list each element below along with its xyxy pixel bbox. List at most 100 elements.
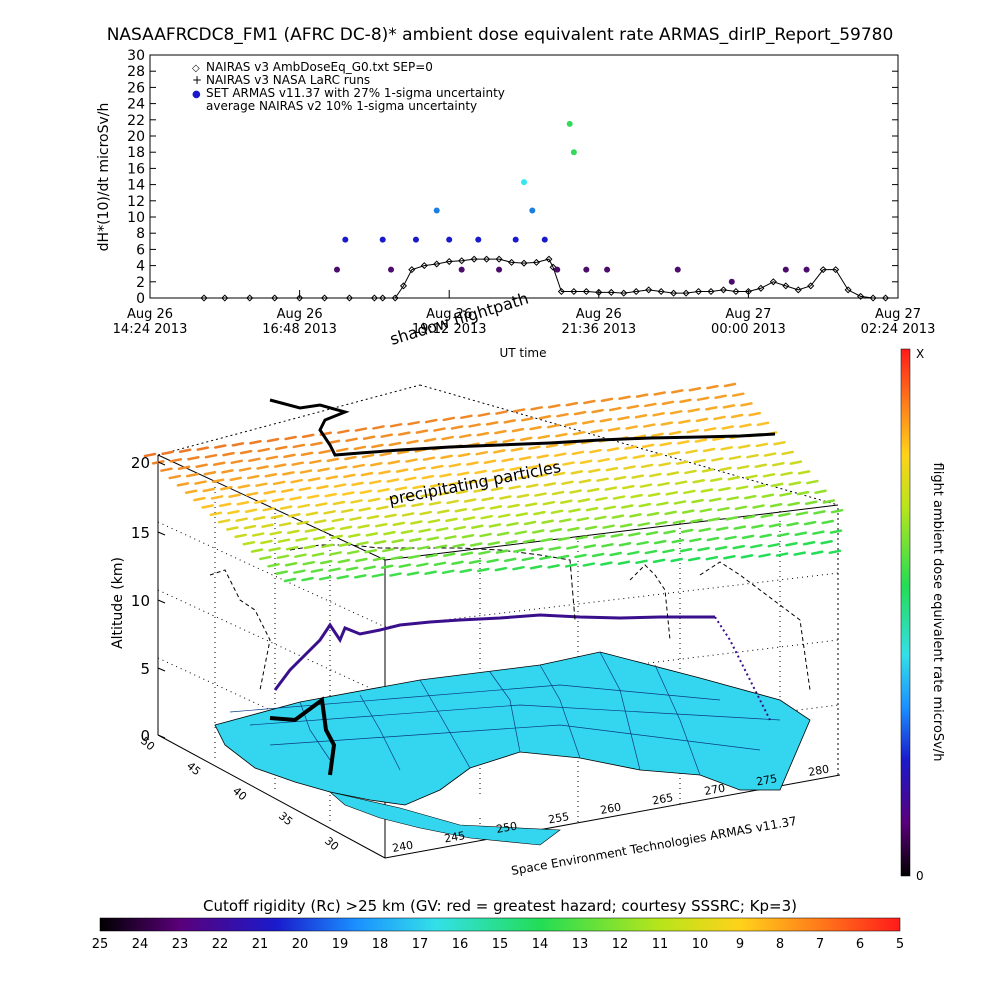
particle-mark	[377, 487, 390, 493]
particle-mark	[238, 467, 252, 472]
particle-mark	[332, 500, 346, 506]
latitude-tick-label: 30	[322, 834, 341, 853]
particle-mark	[244, 508, 258, 513]
legend-entry-2: NAIRAS v3 NASA LaRC runs	[206, 73, 370, 87]
cutoff-rigidity-label: Cutoff rigidity (Rc) >25 km (GV: red = g…	[203, 897, 797, 915]
particle-mark	[340, 508, 354, 514]
particle-mark	[186, 472, 199, 478]
particle-mark	[529, 565, 543, 570]
particle-mark	[644, 549, 658, 555]
particle-mark	[701, 468, 715, 473]
y-tick-label: 30	[127, 48, 145, 64]
particle-mark	[586, 487, 600, 493]
particle-mark	[477, 412, 491, 417]
particle-mark	[273, 463, 287, 468]
nairas-v3-point	[670, 289, 678, 297]
particle-mark	[287, 529, 300, 535]
particle-mark	[530, 547, 544, 552]
particle-mark	[600, 561, 613, 566]
nairas-v3-point	[379, 294, 387, 302]
particle-mark	[283, 577, 297, 583]
particle-mark	[512, 565, 525, 571]
particle-mark	[653, 391, 666, 396]
particle-mark	[399, 546, 413, 552]
particle-mark	[651, 432, 664, 438]
particle-mark	[671, 389, 684, 394]
particle-mark	[372, 425, 385, 430]
particle-mark	[540, 537, 553, 543]
nairas-v3-point	[399, 282, 408, 290]
particle-mark	[510, 447, 524, 452]
particle-mark	[417, 545, 430, 551]
chart-title: NASAAFRCDC8_FM1 (AFRC DC-8)* ambient dos…	[107, 25, 894, 45]
particle-mark	[763, 452, 777, 457]
particle-mark	[489, 505, 503, 510]
nairas-v3-point	[844, 286, 852, 294]
particle-mark	[168, 474, 181, 480]
particle-mark	[217, 518, 231, 524]
particle-mark	[471, 524, 484, 530]
nairas-v3-point	[645, 286, 653, 294]
particle-mark	[479, 532, 492, 538]
particle-mark	[320, 559, 333, 565]
rigidity-tick-label: 21	[252, 937, 269, 952]
particle-mark	[786, 522, 799, 527]
annotation-precipitating-particles: precipitating particles	[387, 457, 562, 509]
particle-mark	[718, 486, 731, 492]
particle-mark	[210, 495, 224, 500]
particle-mark	[407, 420, 420, 426]
particle-mark	[263, 490, 276, 495]
particle-mark	[248, 457, 261, 463]
particle-mark	[316, 485, 329, 490]
particle-mark	[221, 469, 234, 474]
z-tick-mark	[157, 599, 166, 604]
particle-mark	[679, 398, 692, 404]
particle-mark	[733, 525, 747, 530]
particle-mark	[618, 395, 631, 400]
particle-mark	[560, 499, 573, 505]
x-axis-label: UT time	[499, 346, 546, 360]
armas-point	[728, 278, 735, 285]
particle-mark	[297, 503, 311, 509]
particle-mark	[551, 490, 565, 496]
particle-mark	[732, 544, 745, 550]
nairas-v3-point	[246, 294, 254, 302]
longitude-tick-label: 265	[651, 791, 674, 807]
plot-frame	[149, 54, 899, 299]
particle-mark	[532, 529, 545, 534]
z-tick-mark	[157, 461, 166, 466]
particle-mark	[687, 556, 701, 562]
particle-mark	[639, 483, 653, 488]
particle-mark	[368, 479, 382, 485]
particle-mark	[406, 439, 419, 445]
particle-mark	[566, 545, 579, 550]
particle-mark	[543, 482, 557, 487]
particle-mark	[751, 524, 764, 529]
particle-mark	[550, 509, 564, 515]
legend-entry-1: NAIRAS v3 AmbDoseEq_G0.txt SEP=0	[206, 60, 433, 74]
particle-mark	[632, 454, 646, 460]
particle-mark	[534, 492, 547, 497]
particle-mark	[665, 491, 678, 496]
armas-point	[412, 236, 419, 243]
particle-mark	[426, 536, 440, 541]
particle-mark	[640, 463, 654, 469]
particle-mark	[301, 433, 315, 439]
particle-mark	[306, 494, 320, 499]
particle-mark	[357, 524, 370, 529]
particle-mark	[644, 402, 657, 408]
x-tick-label-time: 16:48 2013	[262, 322, 337, 337]
particle-mark	[544, 462, 558, 468]
cutoff-rigidity-ticks: 25 24 23 22 21 20 19 18 17 16 15 14 13 12 11 10 9 8 7 6 5	[92, 937, 904, 952]
particle-mark	[772, 461, 785, 467]
particle-mark	[348, 533, 361, 538]
particle-mark	[546, 423, 560, 429]
particle-mark	[688, 386, 702, 392]
armas-point	[512, 236, 519, 243]
particle-mark	[359, 489, 373, 495]
particle-mark	[250, 548, 264, 553]
particle-mark	[736, 465, 750, 470]
particle-mark	[775, 552, 789, 557]
particle-mark	[321, 543, 334, 549]
particle-mark	[680, 528, 694, 534]
